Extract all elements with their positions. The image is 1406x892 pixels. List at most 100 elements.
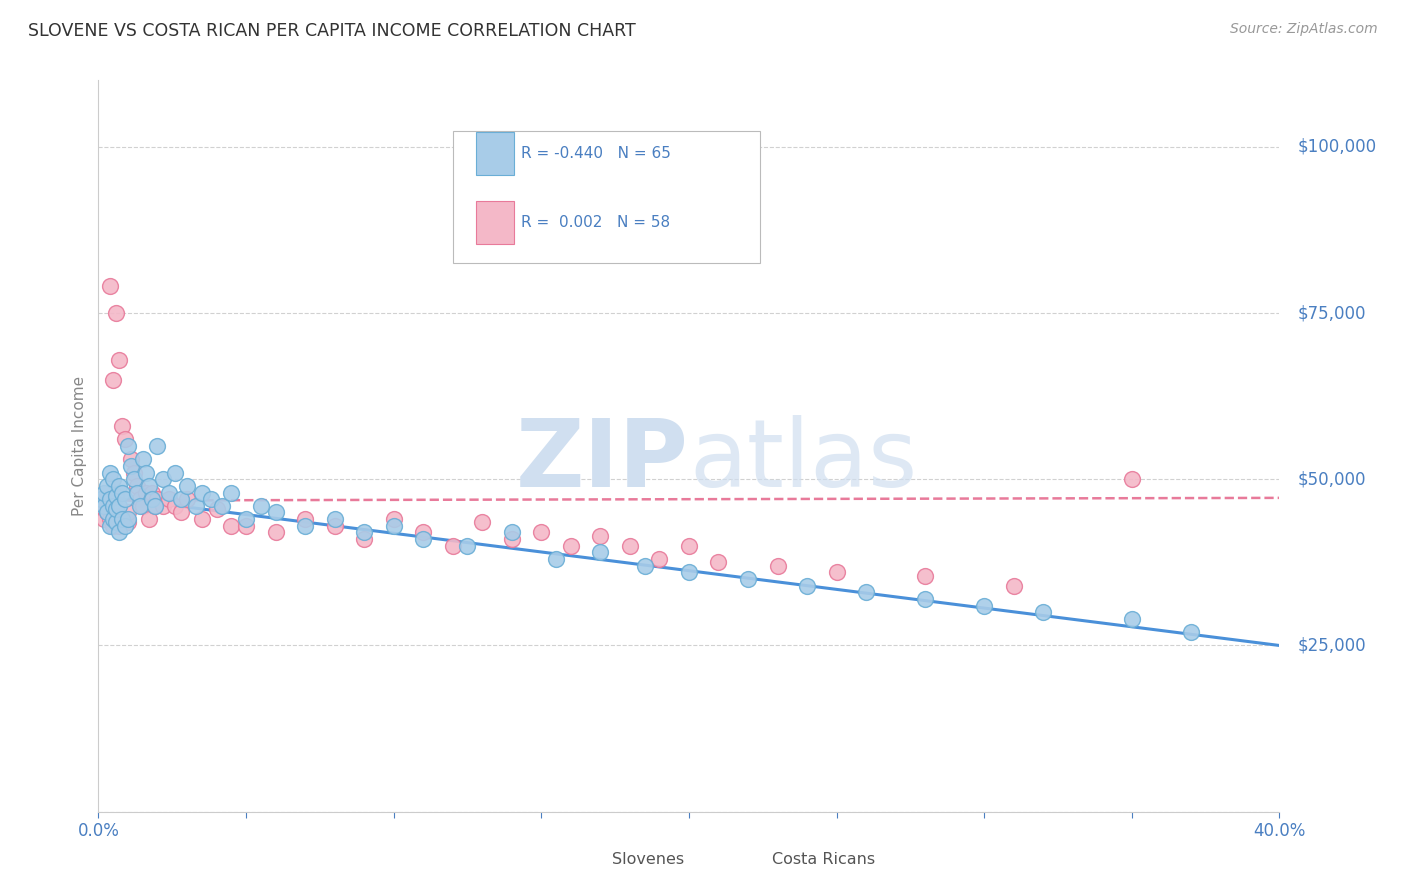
Point <box>141 492 163 507</box>
Point <box>1002 579 1025 593</box>
Text: R = -0.440   N = 65: R = -0.440 N = 65 <box>522 146 671 161</box>
Point <box>90 499 112 513</box>
Point <box>114 492 136 507</box>
Point <box>103 518 125 533</box>
Y-axis label: Per Capita Income: Per Capita Income <box>72 376 87 516</box>
Point <box>128 499 150 513</box>
Point <box>678 566 700 580</box>
Point <box>633 558 655 573</box>
Text: Source: ZipAtlas.com: Source: ZipAtlas.com <box>1230 22 1378 37</box>
Text: $25,000: $25,000 <box>1298 637 1365 655</box>
FancyBboxPatch shape <box>477 132 515 176</box>
Point <box>766 558 789 573</box>
FancyBboxPatch shape <box>728 847 768 871</box>
Point <box>108 479 131 493</box>
Point <box>1032 605 1054 619</box>
Point <box>157 492 180 507</box>
Text: SLOVENE VS COSTA RICAN PER CAPITA INCOME CORRELATION CHART: SLOVENE VS COSTA RICAN PER CAPITA INCOME… <box>28 22 636 40</box>
Point <box>105 516 128 530</box>
Point <box>170 492 193 507</box>
Point <box>146 439 169 453</box>
Point <box>108 499 131 513</box>
Point <box>98 492 121 507</box>
Text: $50,000: $50,000 <box>1298 470 1365 488</box>
Point <box>141 485 163 500</box>
Point <box>619 539 641 553</box>
Point <box>170 506 193 520</box>
Point <box>90 492 112 507</box>
Point <box>176 479 198 493</box>
Point <box>117 512 139 526</box>
Point <box>707 555 730 569</box>
Point <box>108 518 131 533</box>
Point <box>648 552 671 566</box>
Point <box>264 506 287 520</box>
Point <box>191 485 214 500</box>
Point <box>165 466 187 480</box>
Point <box>93 512 115 526</box>
Point <box>96 506 118 520</box>
Point <box>105 489 128 503</box>
Point <box>323 512 346 526</box>
Point <box>855 585 877 599</box>
Point <box>589 545 612 559</box>
Text: $75,000: $75,000 <box>1298 304 1365 322</box>
Point <box>93 499 115 513</box>
Text: Costa Ricans: Costa Ricans <box>772 852 875 867</box>
Point <box>678 539 700 553</box>
Point <box>98 512 121 526</box>
Point <box>128 492 150 507</box>
Point <box>132 452 155 467</box>
Point <box>103 499 125 513</box>
Point <box>93 485 115 500</box>
Point <box>96 506 118 520</box>
Point <box>471 516 494 530</box>
Point <box>441 539 464 553</box>
Point <box>117 516 139 530</box>
Text: atlas: atlas <box>689 415 917 507</box>
Point <box>135 485 157 500</box>
Point <box>120 452 142 467</box>
Text: R =  0.002   N = 58: R = 0.002 N = 58 <box>522 215 671 230</box>
Point <box>103 372 125 386</box>
Point <box>914 568 936 582</box>
Point <box>323 518 346 533</box>
Point <box>796 579 818 593</box>
Point <box>122 466 145 480</box>
Point <box>205 502 228 516</box>
Point <box>114 518 136 533</box>
Point <box>138 512 160 526</box>
Point <box>105 502 128 516</box>
Point <box>353 532 375 546</box>
Point <box>250 499 273 513</box>
Point <box>111 419 134 434</box>
Point <box>191 512 214 526</box>
Point <box>184 499 207 513</box>
Point <box>211 499 233 513</box>
Point <box>117 439 139 453</box>
Point <box>235 518 257 533</box>
Point <box>152 499 174 513</box>
Point <box>138 479 160 493</box>
Point <box>108 352 131 367</box>
Point <box>143 499 166 513</box>
Point <box>114 512 136 526</box>
Point <box>146 492 169 507</box>
Point <box>98 466 121 480</box>
Point <box>117 506 139 520</box>
Point <box>125 485 148 500</box>
Point <box>914 591 936 606</box>
Point <box>176 492 198 507</box>
FancyBboxPatch shape <box>453 131 759 263</box>
Point <box>111 485 134 500</box>
Point <box>98 279 121 293</box>
Point <box>157 485 180 500</box>
Point <box>111 512 134 526</box>
Point <box>235 512 257 526</box>
Point <box>114 433 136 447</box>
FancyBboxPatch shape <box>568 847 609 871</box>
Point <box>382 512 405 526</box>
Point <box>152 472 174 486</box>
Point <box>412 532 434 546</box>
Point <box>382 518 405 533</box>
